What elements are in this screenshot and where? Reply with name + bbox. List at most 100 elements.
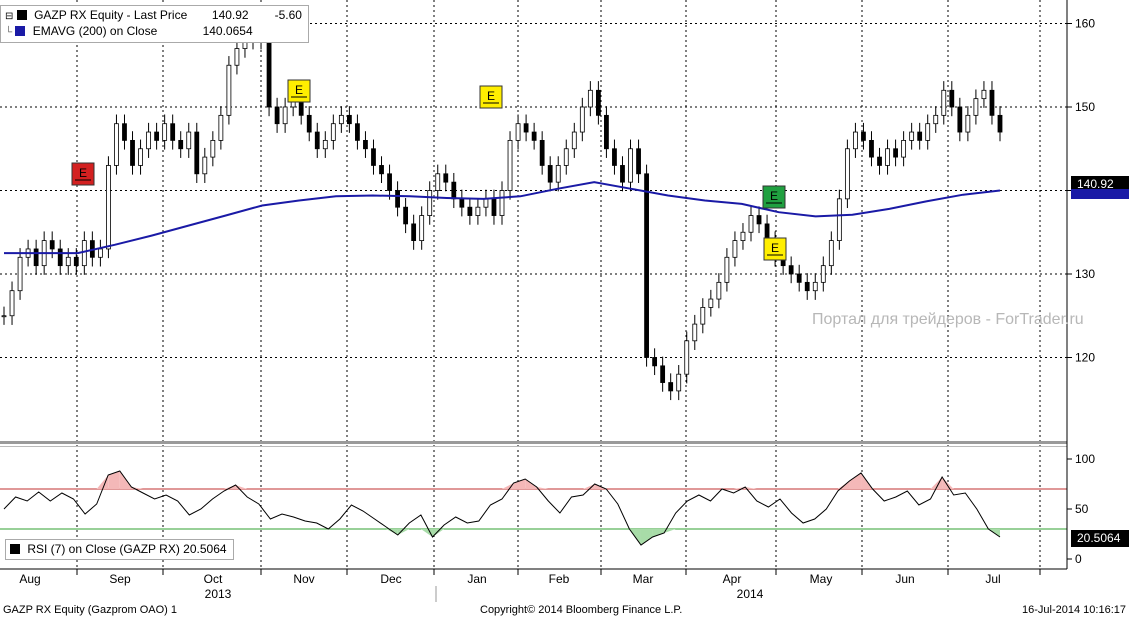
candle-body — [853, 131, 858, 150]
candle-body — [314, 131, 320, 150]
candle-body — [475, 206, 481, 216]
candle-body — [387, 173, 392, 191]
footer-left: GAZP RX Equity (Gazprom OAO) 1 — [3, 604, 178, 616]
candle-body — [146, 131, 151, 150]
candle-body — [170, 123, 176, 141]
rsi-y-tick-label: 0 — [1075, 552, 1082, 566]
candle-body — [571, 131, 577, 150]
candle-body — [965, 114, 971, 133]
candle-body — [202, 156, 208, 175]
month-label: Mar — [633, 572, 654, 586]
candle-body — [668, 382, 674, 392]
month-label: Feb — [549, 572, 570, 586]
event-marker: E — [71, 162, 95, 186]
legend-rsi-label: RSI (7) on Close (GAZP RX) — [27, 542, 180, 556]
candle-body — [989, 89, 995, 116]
legend-main-change: -5.60 — [274, 8, 302, 22]
candle-body — [644, 173, 649, 358]
candle-body — [756, 215, 762, 225]
candle-body — [748, 215, 754, 233]
candle-body — [395, 190, 400, 208]
rsi-oversold-fill — [664, 529, 676, 533]
rsi-fill-layer — [96, 471, 1000, 545]
rsi-legend: RSI (7) on Close (GAZP RX) 20.5064 — [5, 539, 234, 560]
candle-body — [523, 123, 529, 133]
candle-body — [547, 165, 553, 183]
candle-body — [274, 106, 280, 125]
rsi-overbought-fill — [536, 487, 549, 489]
ema-last-tag — [1071, 189, 1129, 199]
candle-body — [443, 173, 449, 183]
price-y-tick-label: 160 — [1075, 17, 1095, 31]
candle-body — [106, 165, 111, 250]
event-marker: E — [762, 185, 786, 209]
candle-body — [828, 240, 834, 267]
month-label: Sep — [109, 572, 131, 586]
candle-body — [941, 89, 947, 116]
candle-body — [684, 340, 690, 375]
grid-layer — [0, 0, 1067, 569]
candle-body — [788, 265, 794, 275]
rsi-overbought-fill — [745, 487, 757, 489]
candles-layer — [1, 14, 1003, 401]
candle-body — [885, 148, 890, 166]
candle-body — [636, 148, 641, 175]
candle-body — [57, 248, 63, 267]
candle-body — [114, 123, 119, 166]
candle-body — [997, 114, 1003, 133]
candle-body — [981, 89, 987, 100]
black-swatch-icon — [10, 544, 20, 554]
candle-body — [724, 256, 730, 283]
candle-body — [81, 240, 87, 267]
watermark-text: Портал для трейдеров - ForTrader.ru — [812, 311, 1084, 328]
candle-body — [218, 114, 224, 141]
candle-body — [9, 290, 15, 317]
month-label: Oct — [204, 572, 223, 586]
candle-body — [692, 323, 698, 342]
candle-body — [379, 165, 384, 175]
rsi-series-line — [3, 470, 1001, 546]
price-y-tick-label: 150 — [1075, 100, 1095, 114]
candle-body — [97, 248, 103, 258]
black-swatch-icon — [16, 10, 27, 20]
rsi-overbought-fill — [930, 477, 943, 489]
candle-body — [925, 123, 931, 141]
legend-ema-row: └ EMAVG (200) on Close 140.0654 — [5, 24, 302, 40]
candle-body — [1, 315, 7, 318]
rsi-oversold-fill — [652, 529, 665, 537]
candle-body — [154, 131, 160, 141]
candle-body — [579, 106, 585, 133]
candle-body — [595, 89, 601, 116]
candle-body — [716, 281, 722, 300]
event-marker: E — [287, 79, 311, 103]
candle-body — [499, 190, 505, 216]
price-last-tag: 140.92 — [1071, 176, 1129, 193]
candle-body — [893, 148, 898, 158]
candle-body — [33, 248, 39, 267]
candle-body — [539, 139, 545, 166]
collapse-icon[interactable]: ⊟ — [5, 11, 14, 22]
candle-body — [330, 123, 336, 141]
candle-body — [226, 64, 232, 116]
candle-body — [491, 198, 497, 216]
candle-body — [210, 139, 216, 158]
legend-main-label: GAZP RX Equity - Last Price — [34, 8, 188, 22]
rsi-y-tick-label: 100 — [1075, 452, 1095, 466]
candle-body — [917, 131, 923, 141]
candle-body — [403, 206, 409, 225]
legend-main-row: ⊟ GAZP RX Equity - Last Price 140.92 -5.… — [5, 8, 302, 24]
candle-body — [427, 190, 433, 216]
panel-separator — [0, 441, 1067, 444]
candle-body — [676, 373, 682, 392]
month-label: Nov — [293, 572, 314, 586]
event-marker-label: E — [771, 241, 779, 255]
rsi-oversold-fill — [432, 529, 445, 537]
candle-body — [933, 114, 939, 125]
month-label: Apr — [723, 572, 742, 586]
candle-body — [740, 231, 746, 242]
event-marker-label: E — [295, 83, 303, 97]
price-y-tick-label: 130 — [1075, 267, 1095, 281]
rsi-overbought-fill — [108, 471, 120, 489]
candle-body — [877, 156, 882, 166]
candle-body — [363, 139, 368, 150]
